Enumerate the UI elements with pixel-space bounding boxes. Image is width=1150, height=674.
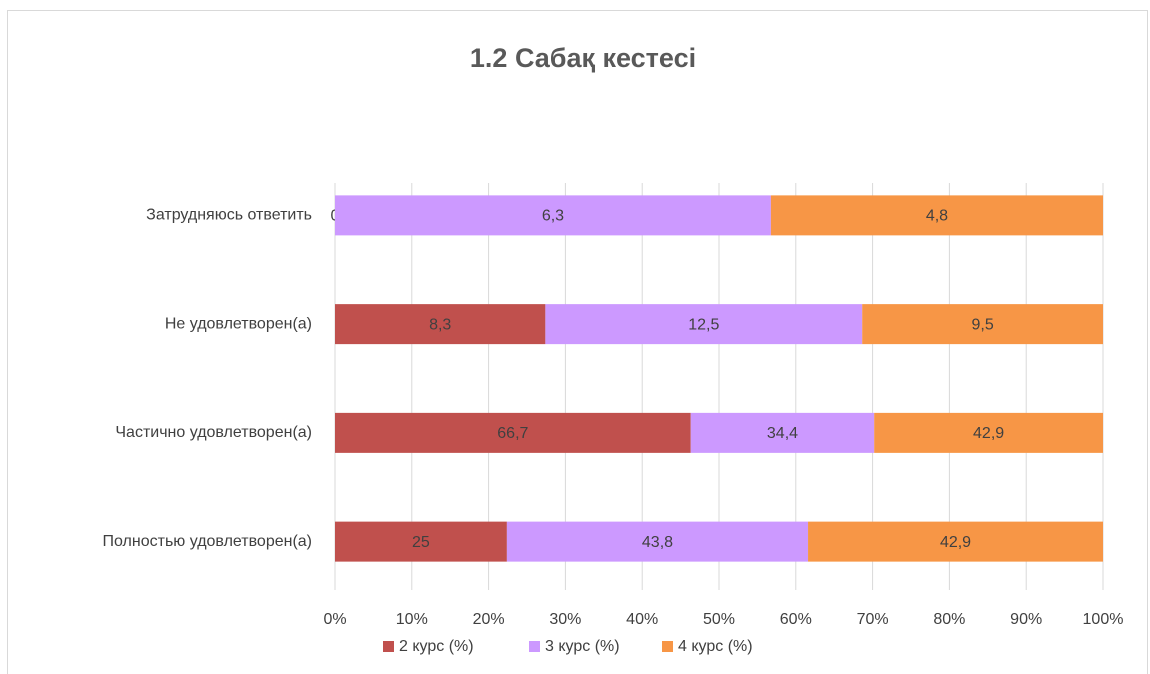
bar-segment	[545, 304, 863, 345]
x-tick-label: 100%	[1083, 611, 1124, 628]
bar-segment	[690, 412, 875, 453]
bar-segment	[770, 195, 1103, 236]
data-label: 43,8	[642, 534, 673, 551]
legend-swatch	[383, 641, 394, 652]
y-tick-label: Частично удовлетворен(а)	[115, 424, 312, 441]
data-label: 12,5	[688, 316, 719, 333]
y-tick-label: Не удовлетворен(а)	[165, 315, 312, 332]
data-label: 9,5	[971, 316, 993, 333]
data-label: 66,7	[497, 425, 528, 442]
data-label: 6,3	[542, 208, 564, 225]
x-tick-label: 30%	[549, 611, 581, 628]
bar-segment	[874, 412, 1103, 453]
data-label: 34,4	[767, 425, 798, 442]
legend-label: 2 курс (%)	[399, 638, 474, 655]
x-tick-label: 60%	[780, 611, 812, 628]
data-label: 4,8	[926, 208, 948, 225]
bar-segment	[335, 521, 507, 562]
x-tick-label: 70%	[857, 611, 889, 628]
x-tick-label: 40%	[626, 611, 658, 628]
legend-label: 4 курс (%)	[678, 638, 753, 655]
bar-segment	[808, 521, 1103, 562]
legend-label: 3 курс (%)	[545, 638, 620, 655]
y-tick-label: Полностью удовлетворен(а)	[103, 533, 313, 550]
data-label: 42,9	[940, 534, 971, 551]
legend-swatch	[662, 641, 673, 652]
x-tick-label: 0%	[323, 611, 346, 628]
bar-segment	[335, 412, 691, 453]
chart-title: 1.2 Сабақ кестесі	[470, 43, 696, 73]
x-tick-label: 20%	[473, 611, 505, 628]
data-label: 25	[412, 534, 430, 551]
x-tick-label: 80%	[933, 611, 965, 628]
bar-segment	[506, 521, 809, 562]
bar-segment	[335, 304, 546, 345]
x-tick-label: 10%	[396, 611, 428, 628]
data-label: 8,3	[429, 316, 451, 333]
x-tick-label: 50%	[703, 611, 735, 628]
data-label: 42,9	[973, 425, 1004, 442]
bar-segment	[862, 304, 1103, 345]
x-tick-label: 90%	[1010, 611, 1042, 628]
bar-segment	[335, 195, 771, 236]
y-tick-label: Затрудняюсь ответить	[146, 207, 312, 224]
legend-swatch	[529, 641, 540, 652]
